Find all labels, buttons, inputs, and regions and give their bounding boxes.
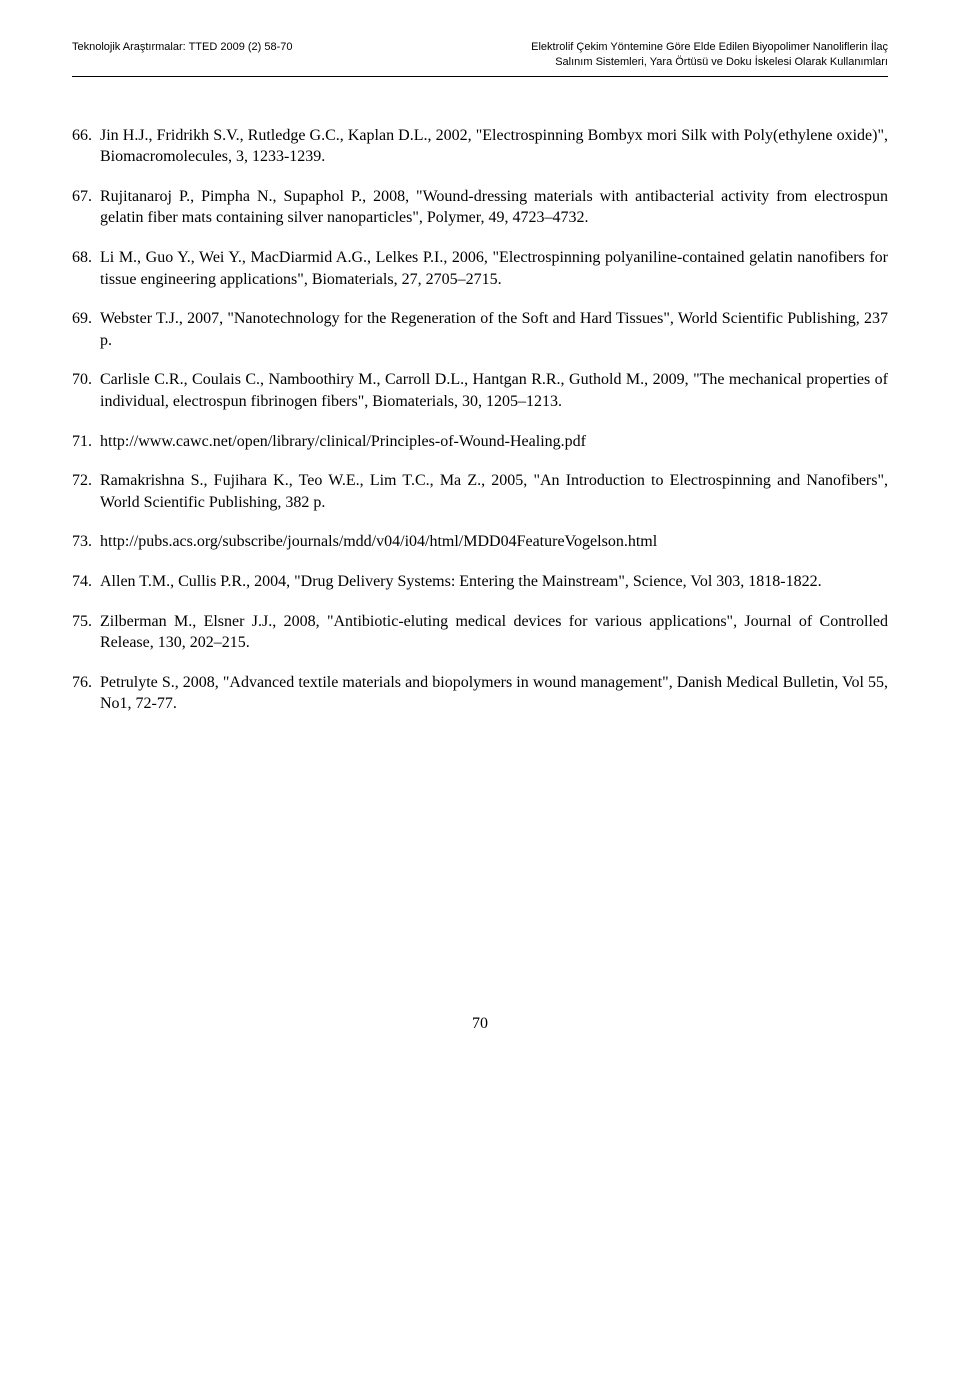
reference-item: 69. Webster T.J., 2007, "Nanotechnology … <box>72 308 888 351</box>
reference-number: 72. <box>72 470 100 513</box>
header-right-line2: Salınım Sistemleri, Yara Örtüsü ve Doku … <box>555 56 888 68</box>
reference-item: 72. Ramakrishna S., Fujihara K., Teo W.E… <box>72 470 888 513</box>
reference-text: Petrulyte S., 2008, "Advanced textile ma… <box>100 672 888 715</box>
header-left-text: Teknolojik Araştırmalar: TTED 2009 (2) 5… <box>72 41 293 53</box>
reference-item: 73. http://pubs.acs.org/subscribe/journa… <box>72 531 888 553</box>
reference-text: http://www.cawc.net/open/library/clinica… <box>100 431 888 453</box>
reference-number: 76. <box>72 672 100 715</box>
reference-number: 67. <box>72 186 100 229</box>
reference-item: 70. Carlisle C.R., Coulais C., Namboothi… <box>72 369 888 412</box>
reference-number: 74. <box>72 571 100 593</box>
reference-text: Allen T.M., Cullis P.R., 2004, "Drug Del… <box>100 571 888 593</box>
reference-item: 76. Petrulyte S., 2008, "Advanced textil… <box>72 672 888 715</box>
reference-text: Jin H.J., Fridrikh S.V., Rutledge G.C., … <box>100 125 888 168</box>
reference-item: 74. Allen T.M., Cullis P.R., 2004, "Drug… <box>72 571 888 593</box>
reference-text: Li M., Guo Y., Wei Y., MacDiarmid A.G., … <box>100 247 888 290</box>
header-right: Elektrolif Çekim Yöntemine Göre Elde Edi… <box>398 40 888 70</box>
header-right-line1: Elektrolif Çekim Yöntemine Göre Elde Edi… <box>531 41 888 53</box>
reference-text: Zilberman M., Elsner J.J., 2008, "Antibi… <box>100 611 888 654</box>
reference-number: 68. <box>72 247 100 290</box>
running-header: Teknolojik Araştırmalar: TTED 2009 (2) 5… <box>72 40 888 70</box>
reference-item: 71. http://www.cawc.net/open/library/cli… <box>72 431 888 453</box>
reference-number: 70. <box>72 369 100 412</box>
header-rule <box>72 76 888 77</box>
reference-text: http://pubs.acs.org/subscribe/journals/m… <box>100 531 888 553</box>
reference-list: 66. Jin H.J., Fridrikh S.V., Rutledge G.… <box>72 125 888 715</box>
reference-item: 66. Jin H.J., Fridrikh S.V., Rutledge G.… <box>72 125 888 168</box>
reference-text: Ramakrishna S., Fujihara K., Teo W.E., L… <box>100 470 888 513</box>
reference-text: Rujitanaroj P., Pimpha N., Supaphol P., … <box>100 186 888 229</box>
reference-text: Webster T.J., 2007, "Nanotechnology for … <box>100 308 888 351</box>
reference-text: Carlisle C.R., Coulais C., Namboothiry M… <box>100 369 888 412</box>
reference-item: 68. Li M., Guo Y., Wei Y., MacDiarmid A.… <box>72 247 888 290</box>
header-left: Teknolojik Araştırmalar: TTED 2009 (2) 5… <box>72 40 293 70</box>
reference-number: 69. <box>72 308 100 351</box>
reference-item: 67. Rujitanaroj P., Pimpha N., Supaphol … <box>72 186 888 229</box>
page-number: 70 <box>72 1015 888 1033</box>
reference-number: 71. <box>72 431 100 453</box>
reference-number: 66. <box>72 125 100 168</box>
page-container: Teknolojik Araştırmalar: TTED 2009 (2) 5… <box>0 0 960 1073</box>
reference-number: 73. <box>72 531 100 553</box>
reference-item: 75. Zilberman M., Elsner J.J., 2008, "An… <box>72 611 888 654</box>
reference-number: 75. <box>72 611 100 654</box>
